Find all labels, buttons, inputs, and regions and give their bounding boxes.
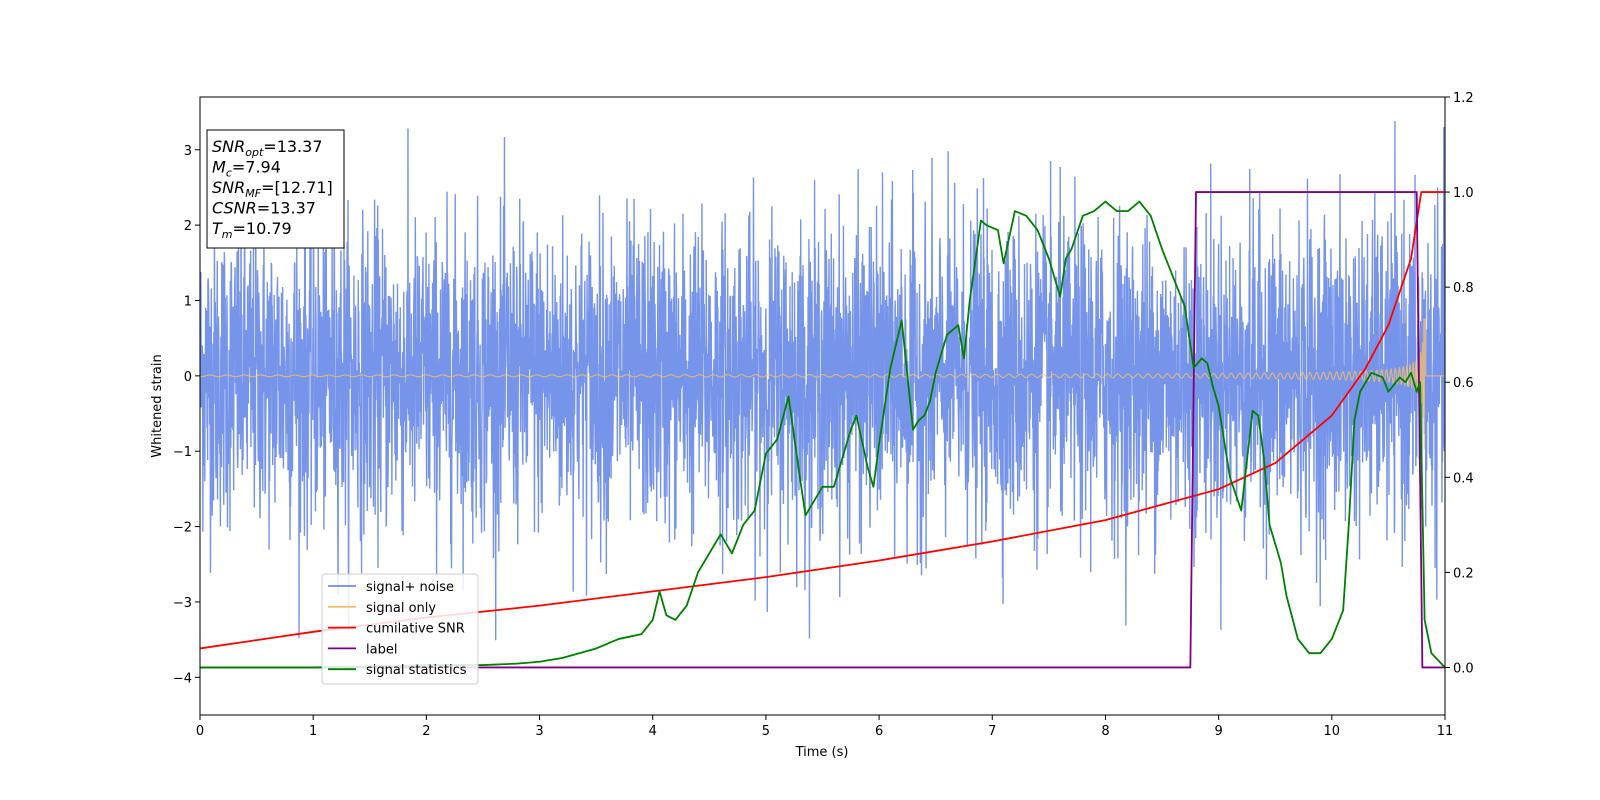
x-tick-label: 9 — [1214, 724, 1222, 739]
info-box-line: Tm=10.79 — [212, 219, 292, 241]
series-line-signal-statistics — [200, 200, 1445, 669]
y2-tick-label: 1.2 — [1453, 91, 1474, 106]
y2-tick-label: 0.0 — [1453, 661, 1474, 676]
legend-label: label — [366, 642, 397, 657]
legend-label: signal only — [366, 601, 436, 616]
info-box-line: SNRMF=[12.71] — [212, 178, 333, 200]
y-axis-left: −4 −3 −2 −1 0 1 2 3 — [173, 144, 200, 686]
x-tick-label: 1 — [309, 724, 317, 739]
x-tick-label: 5 — [762, 724, 770, 739]
y2-tick-label: 0.2 — [1453, 566, 1474, 581]
y-axis-right: 0.0 0.2 0.4 0.6 0.8 1.0 1.2 — [1445, 91, 1474, 676]
info-box-line: SNRopt=13.37 — [212, 137, 323, 159]
x-tick-label: 8 — [1101, 724, 1109, 739]
y-tick-label: 2 — [184, 219, 192, 234]
x-tick-label: 2 — [422, 724, 430, 739]
x-tick-label: 11 — [1437, 724, 1454, 739]
series-line-signal-only — [200, 318, 1445, 450]
x-tick-label: 6 — [875, 724, 883, 739]
info-box: SNRopt=13.37Mc=7.94SNRMF=[12.71]CSNR=13.… — [206, 129, 345, 249]
info-box-line: Mc=7.94 — [212, 158, 281, 180]
y2-tick-label: 0.8 — [1453, 281, 1474, 296]
y-tick-label: −4 — [173, 671, 192, 686]
x-tick-label: 10 — [1324, 724, 1341, 739]
y-axis-title: Whitened strain — [150, 354, 165, 457]
y-tick-label: 3 — [184, 144, 192, 159]
y-tick-label: 0 — [184, 370, 192, 385]
info-box-frame — [206, 129, 345, 249]
series-line-label — [200, 191, 1445, 669]
y2-tick-label: 1.0 — [1453, 186, 1474, 201]
y-tick-label: 1 — [184, 294, 192, 309]
legend-label: signal statistics — [366, 663, 467, 678]
x-tick-label: 7 — [988, 724, 996, 739]
plot-frame — [199, 96, 1446, 716]
x-axis-title: Time (s) — [795, 745, 849, 760]
x-axis: 0 1 2 3 4 5 6 7 8 9 10 11 — [196, 715, 1453, 739]
x-tick-label: 3 — [535, 724, 543, 739]
x-tick-label: 0 — [196, 724, 204, 739]
y-tick-label: −2 — [173, 521, 192, 536]
y2-tick-label: 0.4 — [1453, 471, 1474, 486]
y-tick-label: −1 — [173, 445, 192, 460]
series-line-cumulative-snr — [200, 191, 1445, 650]
series-line-signal-noise — [200, 121, 1445, 641]
legend-frame — [321, 573, 479, 685]
legend: signal+ noise signal only cumilative SNR la… — [321, 573, 479, 685]
plot-area — [200, 121, 1445, 669]
y2-tick-label: 0.6 — [1453, 376, 1474, 391]
y-tick-label: −3 — [173, 596, 192, 611]
x-tick-label: 4 — [649, 724, 657, 739]
info-box-line: CSNR=13.37 — [212, 199, 316, 218]
legend-label: signal+ noise — [366, 580, 454, 595]
legend-label: cumilative SNR — [366, 622, 465, 637]
